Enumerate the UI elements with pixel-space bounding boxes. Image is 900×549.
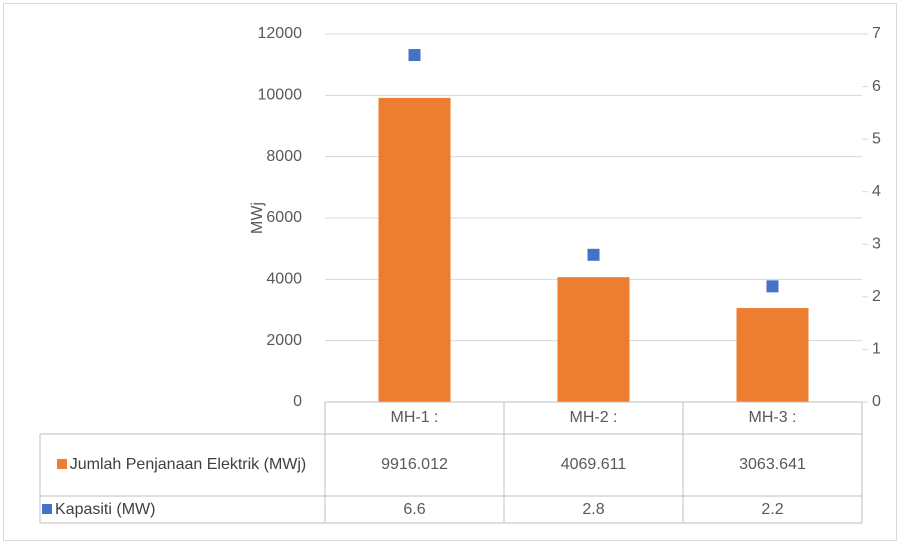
table-value: 6.6: [403, 501, 425, 518]
legend-label: Kapasiti (MW): [55, 500, 156, 518]
table-value: 9916.012: [381, 456, 448, 473]
marker: [766, 280, 779, 293]
y-tick-label: 0: [293, 393, 302, 410]
legend-text: Jumlah Penjanaan Elektrik (MWj): [56, 455, 307, 475]
y-tick-label: 12000: [258, 25, 303, 42]
y2-tick-label: 5: [872, 130, 881, 147]
legend-entry: Jumlah Penjanaan Elektrik (MWj): [42, 434, 321, 496]
table-value: 2.8: [582, 501, 604, 518]
table-value: 4069.611: [561, 456, 627, 473]
y2-tick-label: 2: [872, 288, 881, 305]
table-value: 2.2: [761, 501, 783, 518]
y2-tick-label: 0: [872, 393, 881, 410]
x-tick-label: MH-1 :: [391, 409, 439, 426]
legend-key: [56, 459, 67, 469]
table-value: 3063.641: [739, 456, 806, 473]
legend-cell: Kapasiti (MW): [42, 496, 321, 523]
y-tick-label: 8000: [266, 148, 302, 165]
x-tick-label: MH-2 :: [570, 409, 618, 426]
y-tick-label: 10000: [258, 87, 303, 104]
marker: [587, 248, 600, 261]
y2-tick-label: 1: [872, 341, 881, 358]
y-tick-label: 6000: [266, 209, 302, 226]
legend-key: [42, 503, 52, 514]
y2-tick-label: 6: [872, 78, 881, 95]
legend-cell: Jumlah Penjanaan Elektrik (MWj): [42, 434, 321, 496]
y2-tick-label: 3: [872, 236, 881, 253]
y-tick-label: 2000: [266, 332, 302, 349]
legend-text: Kapasiti (MW): [42, 500, 155, 520]
bar: [557, 277, 630, 402]
y2-tick-label: 7: [872, 25, 881, 42]
bar: [736, 308, 809, 402]
y-tick-label: 4000: [266, 271, 302, 288]
legend-label: Jumlah Penjanaan Elektrik (MWj): [69, 456, 307, 473]
bar: [378, 97, 451, 402]
y-axis-label: MWj: [249, 202, 266, 234]
legend-entry: Kapasiti (MW): [42, 496, 321, 523]
x-tick-label: MH-3 :: [749, 409, 797, 426]
marker: [408, 49, 421, 62]
y2-tick-label: 4: [872, 183, 881, 200]
